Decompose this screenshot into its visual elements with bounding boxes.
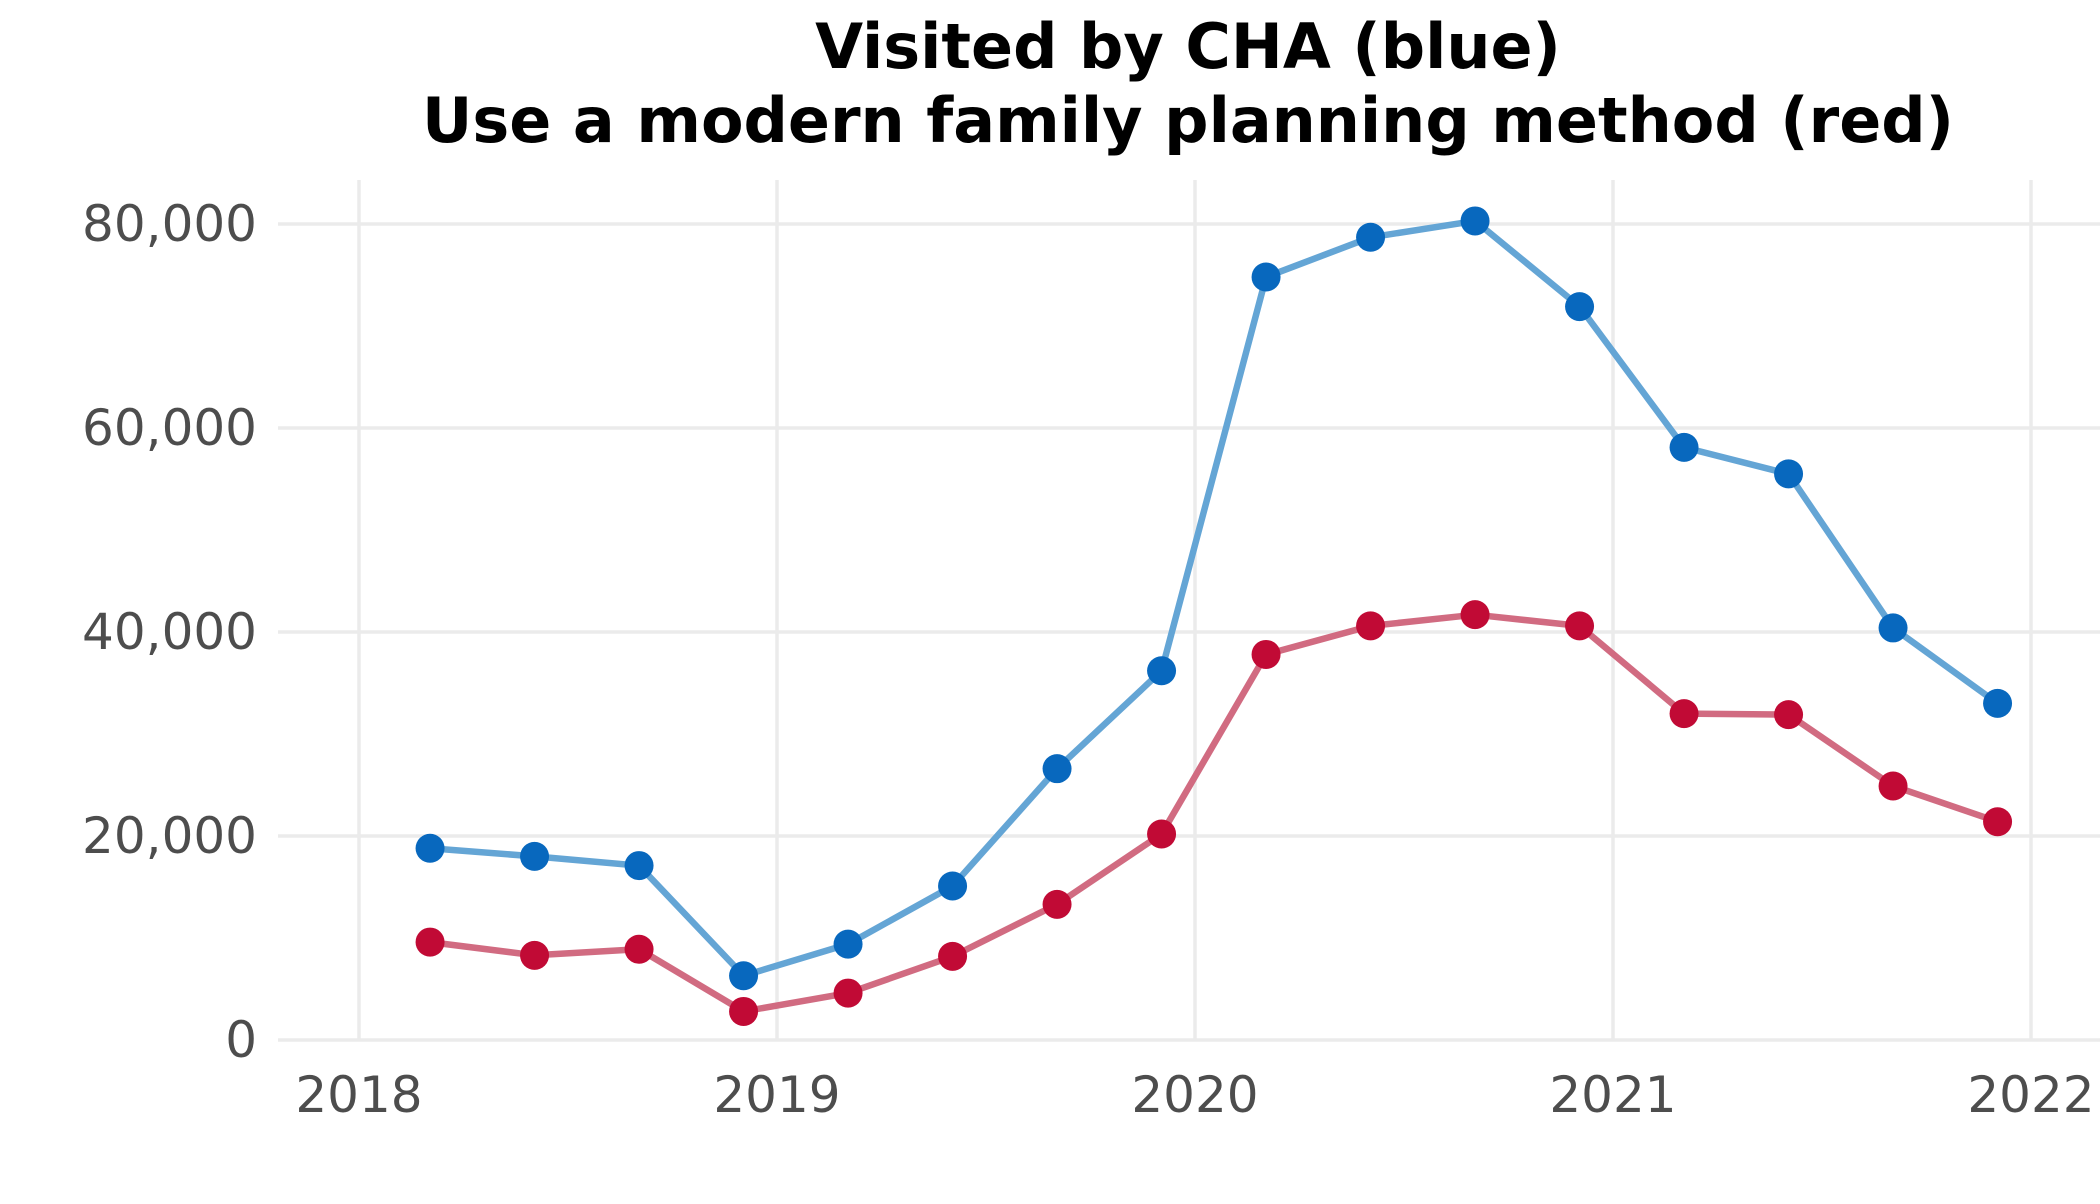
y-tick-label: 80,000 xyxy=(82,195,257,253)
data-point xyxy=(520,940,550,970)
x-tick-label: 2022 xyxy=(1967,1066,2094,1124)
data-point xyxy=(833,978,863,1008)
data-point xyxy=(415,927,445,957)
data-point xyxy=(624,851,654,881)
data-point xyxy=(415,833,445,863)
data-point xyxy=(1147,819,1177,849)
data-point xyxy=(938,871,968,901)
x-axis-tick-labels: 2018 2019 2020 2021 2022 xyxy=(295,1066,2094,1124)
y-tick-label: 0 xyxy=(225,1011,257,1069)
y-tick-label: 20,000 xyxy=(82,807,257,865)
data-point xyxy=(1460,600,1490,630)
data-point xyxy=(1774,700,1804,730)
data-point xyxy=(1251,639,1281,669)
chart-title-line-1: Visited by CHA (blue) xyxy=(815,10,1561,83)
data-point xyxy=(520,841,550,871)
data-point xyxy=(1042,889,1072,919)
series-2 xyxy=(415,600,2013,1026)
x-tick-label: 2019 xyxy=(713,1066,840,1124)
data-point xyxy=(1983,688,2013,718)
data-point xyxy=(1460,206,1490,236)
y-axis-tick-labels: 0 20,000 40,000 60,000 80,000 xyxy=(82,195,257,1069)
data-point xyxy=(729,996,759,1026)
x-tick-label: 2021 xyxy=(1549,1066,1676,1124)
data-point xyxy=(1042,754,1072,784)
series-group xyxy=(415,206,2013,1026)
grid xyxy=(278,180,2100,1042)
series-line xyxy=(426,217,2001,979)
data-point xyxy=(833,929,863,959)
data-point xyxy=(1983,807,2013,837)
data-point xyxy=(938,941,968,971)
data-point xyxy=(1669,432,1699,462)
series-1 xyxy=(415,206,2013,991)
data-point xyxy=(1251,262,1281,292)
data-point xyxy=(1774,459,1804,489)
data-point xyxy=(729,961,759,991)
y-tick-label: 60,000 xyxy=(82,399,257,457)
data-point xyxy=(1878,771,1908,801)
series-line xyxy=(426,611,2001,1015)
data-point xyxy=(1356,611,1386,641)
chart-title-line-2: Use a modern family planning method (red… xyxy=(422,84,1954,157)
data-point xyxy=(1147,656,1177,686)
data-point xyxy=(1669,699,1699,729)
data-point xyxy=(1565,611,1595,641)
data-point xyxy=(1878,613,1908,643)
data-point xyxy=(1565,292,1595,322)
x-tick-label: 2018 xyxy=(295,1066,422,1124)
x-tick-label: 2020 xyxy=(1131,1066,1258,1124)
data-point xyxy=(624,934,654,964)
y-tick-label: 40,000 xyxy=(82,603,257,661)
data-point xyxy=(1356,222,1386,252)
